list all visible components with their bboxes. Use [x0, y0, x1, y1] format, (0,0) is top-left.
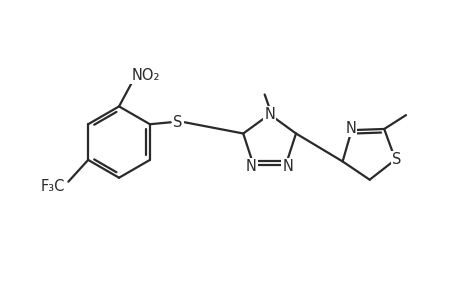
Text: S: S: [173, 115, 182, 130]
Text: N: N: [263, 107, 274, 122]
Text: N: N: [282, 159, 293, 174]
Text: S: S: [391, 152, 400, 167]
Text: N: N: [246, 159, 256, 174]
Text: F₃C: F₃C: [40, 179, 65, 194]
Text: N: N: [344, 121, 355, 136]
Text: NO₂: NO₂: [131, 68, 160, 83]
